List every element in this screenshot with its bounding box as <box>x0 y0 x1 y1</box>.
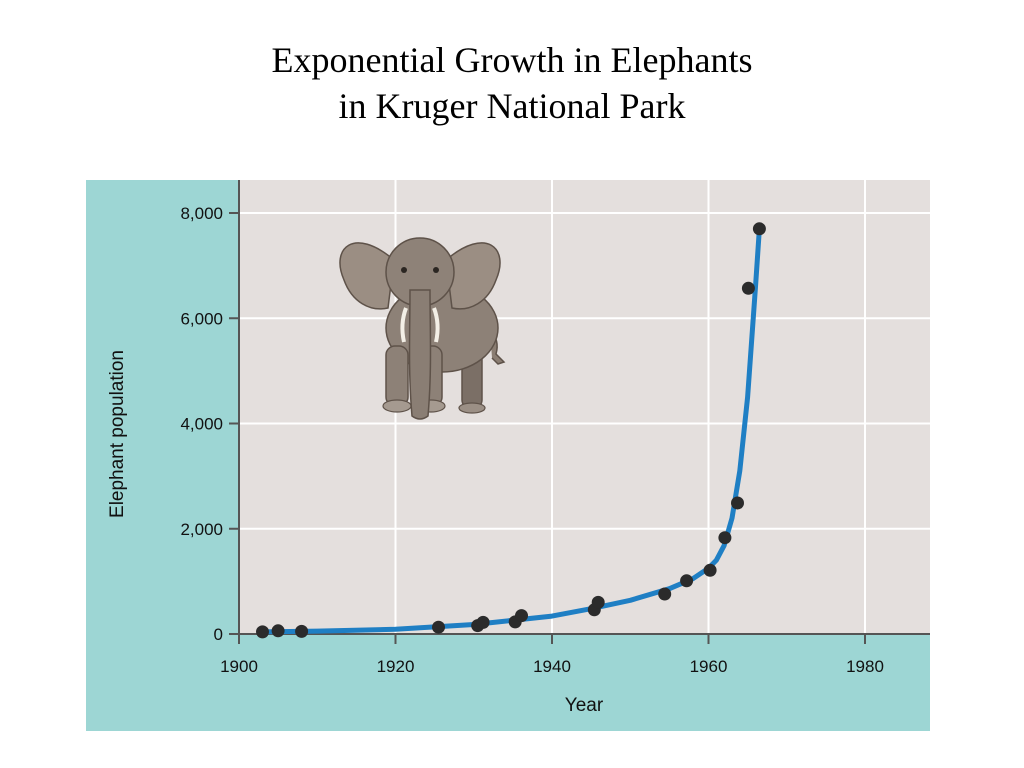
x-tick-label: 1960 <box>690 657 728 676</box>
y-axis-label: Elephant population <box>107 350 128 518</box>
chart-title-line-1: Exponential Growth in Elephants <box>271 40 753 80</box>
data-point <box>515 609 528 623</box>
x-tick-label: 1940 <box>533 657 571 676</box>
y-tick-label: 6,000 <box>180 309 223 328</box>
data-point <box>271 624 285 638</box>
x-tick-label: 1920 <box>377 657 415 676</box>
y-tick-label: 4,000 <box>180 415 223 434</box>
x-tick-label: 1980 <box>846 657 884 676</box>
data-point <box>432 620 445 634</box>
x-axis-label: Year <box>565 695 604 716</box>
y-tick-label: 0 <box>214 625 223 644</box>
chart-title-line-2: in Kruger National Park <box>338 86 686 126</box>
plot-area <box>239 180 930 634</box>
elephant-icon <box>339 237 506 420</box>
data-point <box>591 595 605 609</box>
y-tick-label: 2,000 <box>180 520 223 539</box>
data-point <box>718 531 732 545</box>
data-point <box>752 222 766 236</box>
y-tick-labels: 0 2,000 4,000 6,000 8,000 <box>180 204 223 644</box>
data-point <box>731 496 744 510</box>
x-tick-label: 1900 <box>220 657 258 676</box>
data-point <box>476 615 490 629</box>
x-tick-labels: 1900 1920 1940 1960 1980 <box>220 657 884 676</box>
data-point <box>658 587 672 601</box>
data-point <box>680 574 694 588</box>
growth-curve-line <box>260 226 762 635</box>
data-point <box>295 624 309 638</box>
y-tick-label: 8,000 <box>180 204 223 223</box>
data-point <box>741 281 755 295</box>
axes <box>229 180 930 644</box>
data-points <box>256 222 766 639</box>
data-point <box>703 563 717 577</box>
data-point <box>256 625 269 639</box>
